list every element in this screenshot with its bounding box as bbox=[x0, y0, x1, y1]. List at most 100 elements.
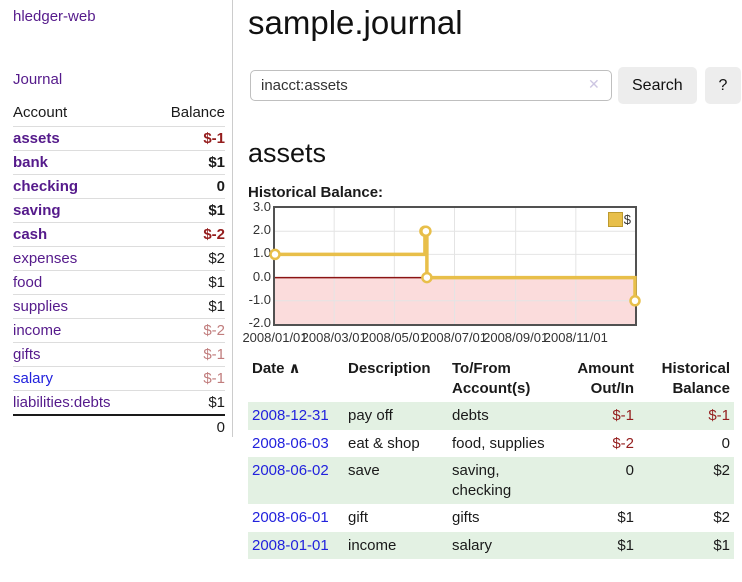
account-row: liabilities:debts $1 bbox=[13, 390, 225, 416]
account-row: income $-2 bbox=[13, 318, 225, 343]
account-link[interactable]: food bbox=[13, 274, 43, 291]
account-link[interactable]: bank bbox=[13, 154, 49, 171]
chart-legend: $ bbox=[607, 212, 631, 227]
accounts-table-header: Account Balance bbox=[13, 100, 225, 127]
register-header-row: Date ∧ Description To/From Account(s) Amo… bbox=[248, 357, 734, 402]
help-button[interactable]: ? bbox=[705, 67, 741, 104]
accounts-total-value: 0 bbox=[216, 419, 225, 436]
sort-ascending-icon: ∧ bbox=[288, 360, 301, 377]
transaction-amount: $-1 bbox=[612, 407, 634, 424]
register-row: 2008-06-01 gift gifts $1 $2 bbox=[248, 504, 734, 532]
y-axis-tick-label: 2.0 bbox=[252, 222, 271, 238]
transaction-description: eat & shop bbox=[348, 434, 420, 452]
chart-plot-area: $ bbox=[269, 206, 641, 326]
transaction-accounts: gifts bbox=[452, 509, 480, 526]
account-balance: $-2 bbox=[149, 222, 225, 247]
register-row: 2008-06-02 save saving, checking 0 $2 bbox=[248, 457, 734, 504]
accounts-column-header: To/From Account(s) bbox=[452, 360, 531, 397]
account-link[interactable]: expenses bbox=[13, 250, 78, 267]
account-balance: $1 bbox=[149, 150, 225, 175]
transaction-description: pay off bbox=[348, 407, 393, 424]
page-title: sample.journal bbox=[248, 4, 463, 41]
account-heading: assets bbox=[248, 138, 327, 168]
x-axis-tick-label: 2008/05/01 bbox=[361, 330, 427, 345]
account-link[interactable]: supplies bbox=[13, 298, 69, 315]
transaction-amount: 0 bbox=[625, 462, 634, 479]
transaction-amount: $-2 bbox=[612, 434, 634, 452]
account-row: food $1 bbox=[13, 270, 225, 295]
transaction-description: income bbox=[348, 536, 397, 554]
account-row: supplies $1 bbox=[13, 294, 225, 319]
transaction-balance: $1 bbox=[713, 536, 730, 554]
transaction-accounts: saving, checking bbox=[452, 462, 512, 499]
search-input[interactable] bbox=[250, 70, 612, 101]
description-column-header: Description bbox=[348, 360, 431, 377]
register-row: 2008-01-01 income salary $1 $1 bbox=[248, 531, 734, 559]
balance-column-header2: Historical Balance bbox=[661, 360, 730, 397]
search-form: ✕ Search ? bbox=[250, 67, 742, 105]
balance-column-header: Balance bbox=[149, 100, 225, 127]
y-axis-tick-label: -1.0 bbox=[248, 291, 271, 307]
transaction-balance: 0 bbox=[721, 434, 730, 452]
x-axis-tick-label: 2008/09/01 bbox=[483, 330, 549, 345]
register-rows: 2008-12-31 pay off debts $-1 $-1 2008-06-03 ea… bbox=[248, 402, 734, 559]
account-row: cash $-2 bbox=[13, 222, 225, 247]
transaction-accounts: debts bbox=[452, 407, 489, 424]
account-balance: $-1 bbox=[149, 126, 225, 151]
transaction-balance: $2 bbox=[713, 509, 730, 526]
date-column-header[interactable]: Date ∧ bbox=[252, 360, 301, 377]
transaction-date-link[interactable]: 2008-06-01 bbox=[252, 509, 329, 526]
app-title-link[interactable]: hledger-web bbox=[13, 8, 96, 25]
legend-label: $ bbox=[623, 212, 631, 227]
transaction-amount: $1 bbox=[617, 509, 634, 526]
account-link[interactable]: checking bbox=[13, 178, 79, 195]
account-row: assets $-1 bbox=[13, 126, 225, 151]
chart-canvas bbox=[269, 208, 641, 324]
accounts-table: Account Balance assets $-1 bank $1 checking 0… bbox=[13, 100, 225, 439]
account-link[interactable]: cash bbox=[13, 226, 48, 243]
chart-title: Historical Balance: bbox=[248, 184, 384, 201]
transaction-accounts: salary bbox=[452, 536, 493, 554]
transaction-date-link[interactable]: 2008-06-03 bbox=[252, 434, 329, 452]
account-link[interactable]: saving bbox=[13, 202, 61, 219]
transaction-description: gift bbox=[348, 509, 369, 526]
register-row: 2008-06-03 eat & shop food, supplies $-2 0 bbox=[248, 430, 734, 458]
search-button[interactable]: Search bbox=[618, 67, 697, 104]
x-axis-tick-label: 2008/01/01 bbox=[242, 330, 308, 345]
register-table: Date ∧ Description To/From Account(s) Amo… bbox=[248, 357, 734, 559]
account-balance: $1 bbox=[149, 270, 225, 295]
x-axis-tick-label: 2008/03/01 bbox=[301, 330, 367, 345]
account-balance: $-1 bbox=[149, 366, 225, 391]
account-row: saving $1 bbox=[13, 198, 225, 223]
nav-journal-link[interactable]: Journal bbox=[13, 71, 63, 88]
account-link[interactable]: income bbox=[13, 322, 62, 339]
main-content: sample.journal ✕ Search ? assets Histori… bbox=[242, 0, 742, 559]
account-balance: $1 bbox=[149, 294, 225, 319]
y-axis-tick-label: 1.0 bbox=[252, 245, 271, 261]
sidebar: hledger-web Journal Account Balance asse… bbox=[0, 0, 233, 437]
account-balance: $2 bbox=[149, 246, 225, 271]
account-balance: $-1 bbox=[149, 342, 225, 367]
y-axis-tick-label: 0.0 bbox=[252, 268, 271, 284]
transaction-date-link[interactable]: 2008-12-31 bbox=[252, 407, 329, 424]
account-balance: $1 bbox=[149, 390, 225, 416]
transaction-balance: $-1 bbox=[708, 407, 730, 424]
account-link[interactable]: gifts bbox=[13, 346, 41, 363]
register-row: 2008-12-31 pay off debts $-1 $-1 bbox=[248, 402, 734, 430]
clear-search-icon[interactable]: ✕ bbox=[588, 76, 600, 92]
account-rows: assets $-1 bank $1 checking 0 saving $1 cash $-2 e… bbox=[13, 126, 225, 416]
account-link[interactable]: liabilities:debts bbox=[13, 394, 111, 411]
transaction-date-link[interactable]: 2008-01-01 bbox=[252, 536, 329, 554]
account-balance: 0 bbox=[149, 174, 225, 199]
account-column-header: Account bbox=[13, 100, 150, 127]
x-axis-tick-label: 2008/07/01 bbox=[421, 330, 488, 345]
transaction-description: save bbox=[348, 462, 380, 479]
transaction-accounts: food, supplies bbox=[452, 434, 545, 452]
account-link[interactable]: salary bbox=[13, 370, 54, 387]
account-row: expenses $2 bbox=[13, 246, 225, 271]
amount-column-header: Amount Out/In bbox=[577, 360, 634, 397]
legend-swatch-icon bbox=[607, 212, 623, 227]
transaction-date-link[interactable]: 2008-06-02 bbox=[252, 462, 329, 479]
account-balance: $1 bbox=[149, 198, 225, 223]
account-link[interactable]: assets bbox=[13, 130, 60, 147]
